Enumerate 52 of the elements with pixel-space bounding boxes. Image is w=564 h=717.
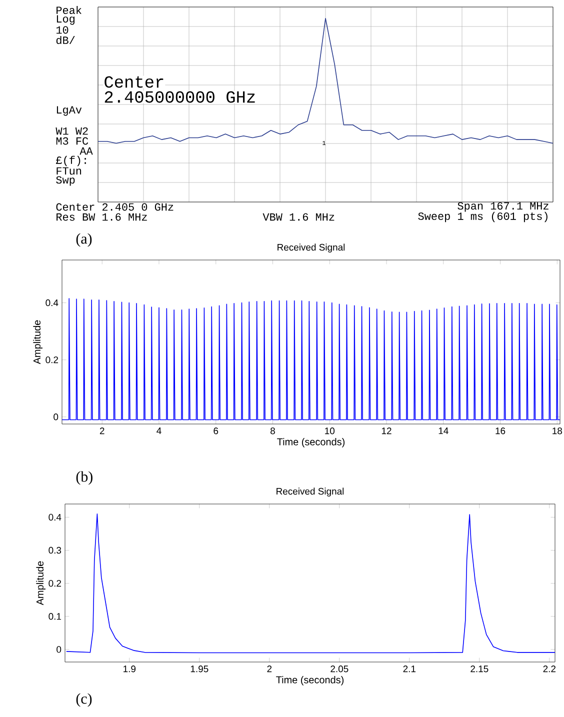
x-tick-label: 2.2 [543,666,556,672]
x-tick-label: 2.1 [403,666,416,672]
text: Peak [56,6,82,14]
x-tick-label: 1.9 [124,666,136,672]
y-tick-label: 0.4 [48,514,62,521]
line-series [62,298,560,420]
x-tick-label: 2.15 [470,666,488,672]
text: W1 W2 [56,127,88,135]
chart-title: Received Signal [276,488,344,497]
y-tick-label: 0.1 [48,613,62,620]
text: £(f): [56,156,86,166]
x-tick-label: 10 [325,428,335,434]
chart-title: Received Signal [278,244,345,253]
y-tick-label: 0 [56,646,62,653]
annotation: 2.405000000 GHz [104,91,255,103]
y-axis-title: Amplitude [36,561,46,606]
text: FTun [56,167,82,175]
text: M3 FC [56,137,88,145]
text: Swp [56,176,75,186]
y-tick-label: 0.3 [48,546,62,554]
y-axis-title: Amplitude [33,320,42,364]
x-tick-label: 12 [382,428,392,434]
text: dB/ [56,36,75,44]
text: LgAv [56,106,82,116]
y-tick-label: 0 [54,414,58,420]
text: Sweep 1 ms (601 pts) [418,212,548,222]
text: Center 2.405 0 GHz [56,203,174,211]
annotation: Center [104,76,164,88]
text: VBW 1.6 MHz [262,213,334,221]
text: (b) [76,471,92,485]
x-tick-label: 18 [552,428,562,434]
x-tick-label: 8 [270,428,275,434]
x-tick-label: 14 [438,428,448,434]
x-tick-label: 16 [496,428,506,434]
x-axis-title: Time (seconds) [277,438,345,448]
x-tick-label: 2.05 [330,666,348,672]
x-axis-title: Time (seconds) [276,676,344,686]
text: 10 [56,26,68,34]
x-tick-label: 2 [267,666,272,672]
text: (a) [76,233,92,247]
text: Res BW 1.6 MHz [56,213,147,221]
y-tick-label: 0.2 [46,356,58,364]
text: Span 167.1 MHz [458,202,548,212]
y-tick-label: 0.4 [46,299,58,306]
text: AA [80,147,93,155]
y-tick-label: 0.2 [48,580,62,587]
text: Log [56,15,74,25]
x-tick-label: 1.95 [190,666,208,672]
text: (c) [76,693,92,707]
x-tick-label: 2 [100,428,104,434]
x-tick-label: 4 [156,428,162,434]
x-tick-label: 6 [214,428,218,434]
